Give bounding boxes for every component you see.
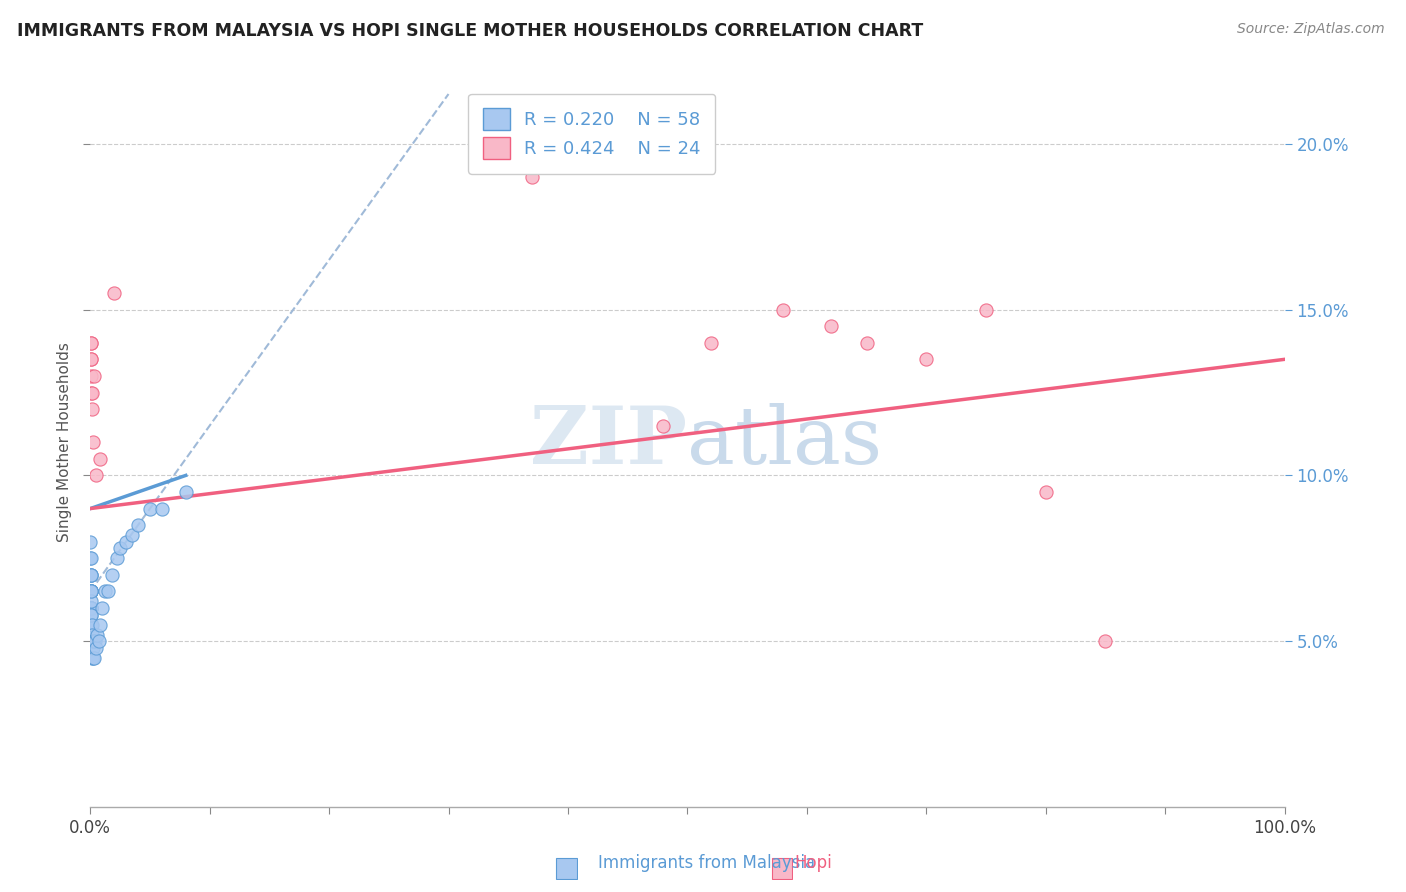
Point xyxy=(80,352,103,367)
Point xyxy=(80,584,103,599)
Text: Source: ZipAtlas.com: Source: ZipAtlas.com xyxy=(1237,22,1385,37)
Point xyxy=(80,601,103,615)
Point xyxy=(80,627,103,641)
Point xyxy=(80,335,103,350)
Point xyxy=(80,402,103,417)
Y-axis label: Single Mother Households: Single Mother Households xyxy=(58,343,72,542)
Point xyxy=(83,368,105,383)
Point xyxy=(86,627,108,641)
Point xyxy=(80,634,103,648)
Point xyxy=(974,302,997,317)
Point xyxy=(84,634,107,648)
Point xyxy=(127,518,149,533)
Point xyxy=(105,551,128,566)
Point xyxy=(80,617,103,632)
Point xyxy=(80,617,103,632)
Point xyxy=(87,634,110,648)
Point xyxy=(80,601,103,615)
Point xyxy=(80,634,103,648)
Point xyxy=(79,551,101,566)
Point xyxy=(520,169,543,184)
Point xyxy=(80,617,103,632)
Point xyxy=(79,551,101,566)
Point xyxy=(84,468,107,483)
Point xyxy=(820,319,842,334)
Point xyxy=(80,627,103,641)
Point xyxy=(1035,485,1057,500)
Point xyxy=(82,435,104,450)
Point xyxy=(82,627,104,641)
Point xyxy=(83,634,105,648)
Point xyxy=(80,650,103,665)
Point xyxy=(83,650,105,665)
Point xyxy=(1094,634,1116,648)
Point xyxy=(80,617,103,632)
Point xyxy=(150,501,173,516)
Point xyxy=(79,534,101,549)
Text: Immigrants from Malaysia: Immigrants from Malaysia xyxy=(598,855,814,872)
Point xyxy=(496,136,519,151)
Point xyxy=(80,385,103,400)
Point xyxy=(91,601,114,615)
Point xyxy=(115,534,138,549)
Text: Hopi: Hopi xyxy=(794,855,832,872)
Point xyxy=(700,335,723,350)
Point xyxy=(82,650,104,665)
Point xyxy=(80,640,103,655)
Point xyxy=(84,640,107,655)
Point xyxy=(652,418,675,433)
Point xyxy=(80,352,103,367)
Point xyxy=(121,528,143,542)
Point xyxy=(80,584,103,599)
Point xyxy=(79,584,101,599)
Point xyxy=(80,607,103,622)
Point xyxy=(80,568,103,582)
Point xyxy=(915,352,938,367)
Point xyxy=(80,640,103,655)
Point xyxy=(80,617,103,632)
Point xyxy=(139,501,162,516)
Point xyxy=(93,584,115,599)
Point xyxy=(174,485,197,500)
Point xyxy=(79,335,101,350)
Text: atlas: atlas xyxy=(688,403,883,482)
Point xyxy=(80,385,103,400)
Point xyxy=(89,451,111,466)
Point xyxy=(80,601,103,615)
Point xyxy=(100,568,122,582)
Point xyxy=(82,640,104,655)
Point xyxy=(80,634,103,648)
Point xyxy=(80,601,103,615)
Point xyxy=(80,634,103,648)
Text: ZIP: ZIP xyxy=(530,403,688,482)
Point xyxy=(80,568,103,582)
Point xyxy=(97,584,120,599)
Point xyxy=(80,617,103,632)
Point xyxy=(80,601,103,615)
Point xyxy=(108,541,131,556)
Point xyxy=(855,335,877,350)
Legend: R = 0.220    N = 58, R = 0.424    N = 24: R = 0.220 N = 58, R = 0.424 N = 24 xyxy=(468,94,716,174)
Point xyxy=(80,368,103,383)
Point xyxy=(103,285,125,300)
Point xyxy=(80,584,103,599)
Point xyxy=(79,568,101,582)
Point xyxy=(80,594,103,608)
Point xyxy=(89,617,111,632)
Text: IMMIGRANTS FROM MALAYSIA VS HOPI SINGLE MOTHER HOUSEHOLDS CORRELATION CHART: IMMIGRANTS FROM MALAYSIA VS HOPI SINGLE … xyxy=(17,22,924,40)
Point xyxy=(82,634,104,648)
Point xyxy=(80,584,103,599)
Point xyxy=(80,607,103,622)
Point xyxy=(772,302,794,317)
